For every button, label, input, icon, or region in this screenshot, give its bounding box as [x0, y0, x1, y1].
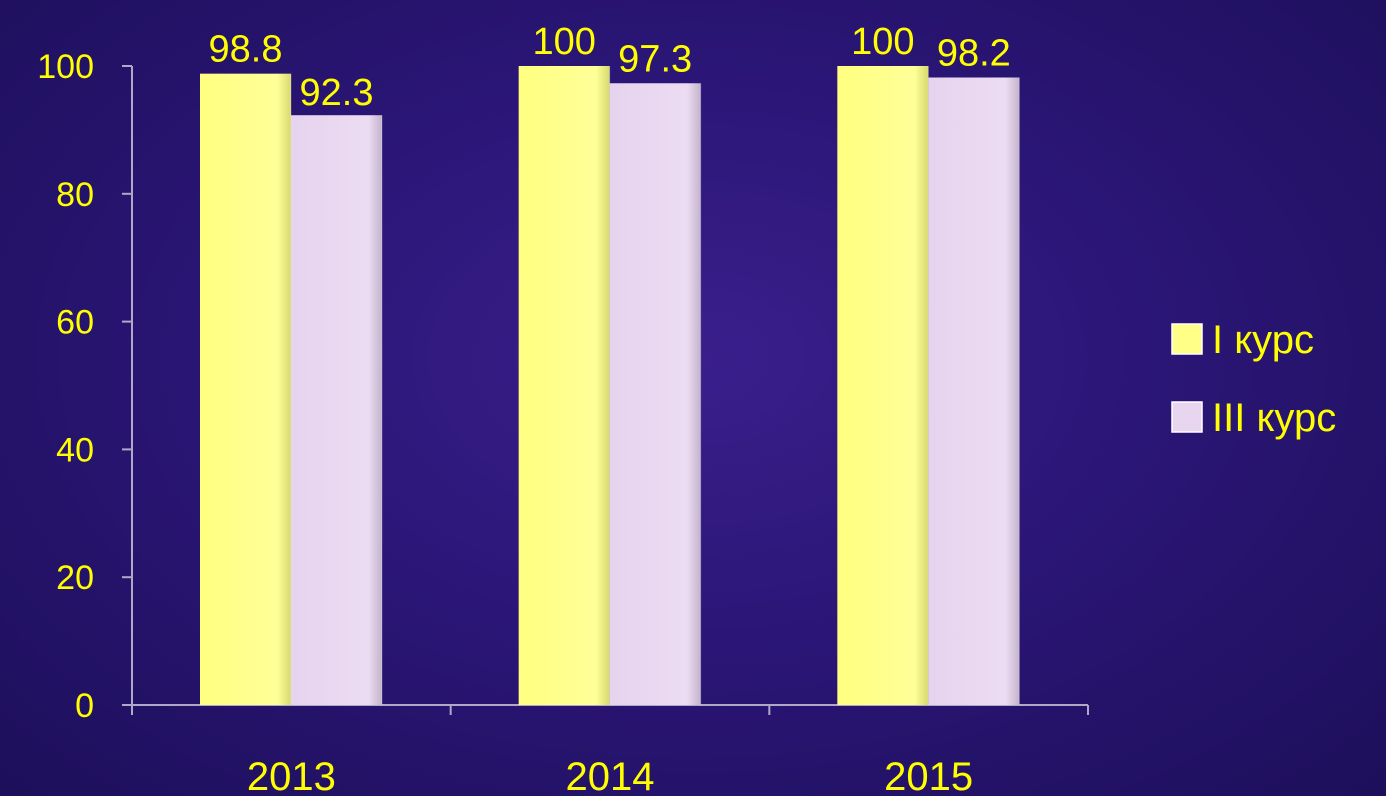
x-category-label: 2014 [566, 755, 655, 796]
y-tick-label: 80 [56, 176, 94, 214]
legend-swatch [1171, 401, 1203, 433]
x-axis-ticks: 2013 2014 2015 [131, 705, 1089, 796]
legend-label: III курс [1212, 396, 1336, 440]
bar [837, 66, 929, 705]
x-category-label: 2013 [247, 755, 336, 796]
bar [291, 115, 382, 705]
data-label: 92.3 [300, 72, 374, 114]
legend-label: I курс [1212, 318, 1314, 362]
y-tick-label: 60 [56, 304, 94, 342]
x-category-label: 2015 [884, 755, 973, 796]
legend: I курс III курс [1171, 318, 1336, 440]
bar [200, 73, 291, 706]
y-tick-label: 100 [37, 48, 94, 86]
data-label: 97.3 [618, 38, 692, 80]
data-labels: 98.8 100 100 92.3 97.3 98.2 [209, 21, 1011, 114]
legend-swatch [1171, 323, 1203, 355]
data-label: 98.2 [937, 33, 1011, 75]
y-tick-label: 0 [75, 687, 94, 725]
y-tick-label: 40 [56, 431, 94, 469]
bar [609, 83, 701, 706]
bar-series [200, 66, 1020, 706]
data-label: 98.8 [209, 29, 283, 71]
bar [928, 77, 1020, 705]
data-label: 100 [851, 21, 914, 63]
data-label: 100 [532, 21, 595, 63]
bar [518, 66, 610, 705]
y-axis-ticks: 0 20 40 60 80 100 [37, 48, 132, 725]
y-tick-label: 20 [56, 559, 94, 597]
